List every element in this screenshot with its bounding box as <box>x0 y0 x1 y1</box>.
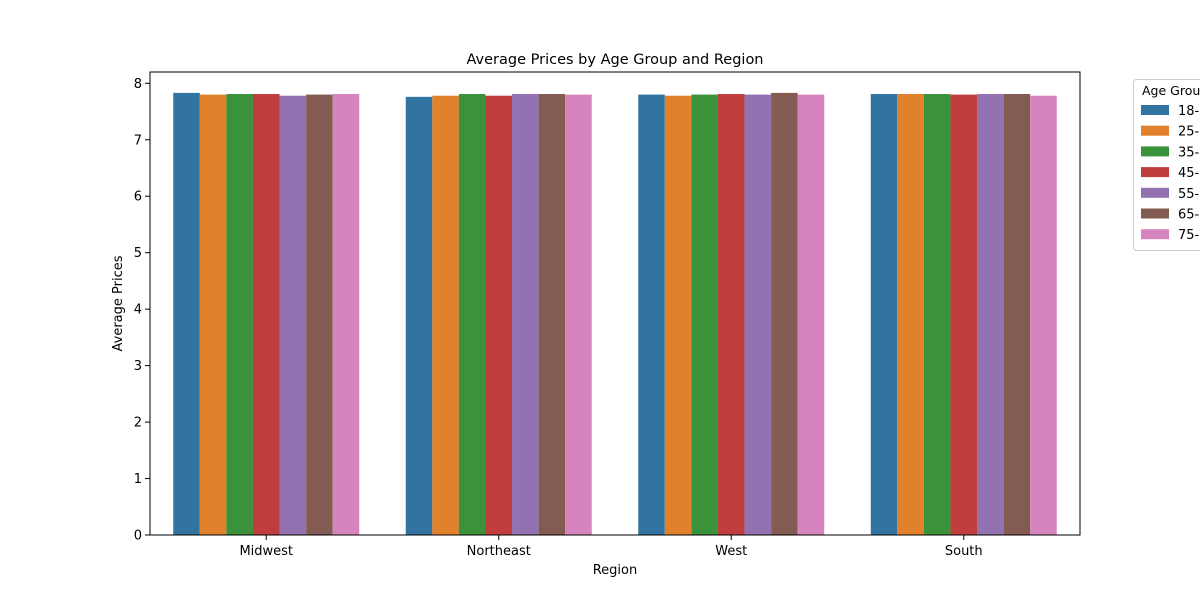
y-axis: 0 1 2 3 4 5 6 7 8 <box>134 77 150 544</box>
legend-label: 75- <box>1178 228 1200 243</box>
y-tick-label: 4 <box>134 303 142 318</box>
bar <box>745 95 772 535</box>
bar <box>665 96 692 535</box>
legend-swatch <box>1141 167 1169 177</box>
legend: Age Grou 18- 25- 35- 45- 55- 65- 75- <box>1134 80 1200 251</box>
bar <box>1004 94 1031 535</box>
bar <box>771 93 798 535</box>
bar <box>333 94 360 535</box>
y-tick-label: 0 <box>134 529 142 544</box>
legend-label: 18- <box>1178 104 1200 119</box>
x-tick-label: South <box>945 544 983 559</box>
y-tick-label: 5 <box>134 246 142 261</box>
bar <box>924 94 951 535</box>
y-tick-label: 7 <box>134 133 142 148</box>
legend-swatch <box>1141 146 1169 156</box>
bar <box>897 94 924 535</box>
x-tick-label: Midwest <box>239 544 293 559</box>
bar <box>459 94 486 535</box>
bar <box>950 95 977 535</box>
bar <box>1030 96 1057 535</box>
bar <box>691 95 718 535</box>
bar <box>539 94 566 535</box>
bar <box>798 95 825 535</box>
bar <box>280 96 307 535</box>
bar <box>565 95 592 535</box>
bar <box>485 96 512 535</box>
legend-swatch <box>1141 209 1169 219</box>
x-axis: Midwest Northeast West South <box>239 535 982 559</box>
y-tick-label: 6 <box>134 190 142 205</box>
legend-swatch <box>1141 229 1169 239</box>
legend-label: 55- <box>1178 187 1200 202</box>
x-tick-label: West <box>715 544 747 559</box>
bar <box>977 94 1004 535</box>
bar <box>200 95 227 535</box>
y-tick-label: 3 <box>134 359 142 374</box>
legend-swatch <box>1141 126 1169 136</box>
bar <box>432 96 459 535</box>
bar <box>406 97 433 535</box>
bar <box>253 94 280 535</box>
y-tick-label: 8 <box>134 77 142 92</box>
bar <box>226 94 253 535</box>
legend-label: 35- <box>1178 145 1200 160</box>
x-axis-label: Region <box>593 563 638 578</box>
bar <box>512 94 539 535</box>
legend-label: 25- <box>1178 125 1200 140</box>
legend-title: Age Grou <box>1142 83 1200 98</box>
chart-title: Average Prices by Age Group and Region <box>466 52 763 68</box>
legend-label: 45- <box>1178 166 1200 181</box>
x-tick-label: Northeast <box>467 544 531 559</box>
y-tick-label: 2 <box>134 416 142 431</box>
bar <box>173 93 200 535</box>
bar <box>871 94 898 535</box>
bar <box>638 95 665 535</box>
plot-bars <box>173 93 1057 535</box>
legend-label: 65- <box>1178 208 1200 223</box>
legend-swatch <box>1141 188 1169 198</box>
y-tick-label: 1 <box>134 472 142 487</box>
bar <box>718 94 745 535</box>
bar <box>306 95 333 535</box>
legend-swatch <box>1141 105 1169 115</box>
y-axis-label: Average Prices <box>111 255 126 351</box>
